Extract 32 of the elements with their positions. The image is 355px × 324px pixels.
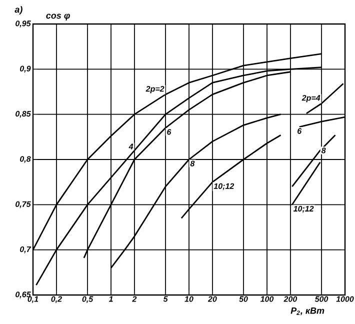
x-tick-label: 500 — [314, 296, 328, 302]
x-tick-label: 1 — [108, 296, 113, 302]
y-tick-label: 0,85 — [16, 110, 31, 118]
x-tick-label: 0,5 — [82, 296, 94, 304]
y-tick-label: 0,9 — [20, 66, 31, 73]
y-tick-label: 0,75 — [16, 201, 31, 208]
x-tick-label: 50 — [239, 296, 248, 302]
x-tick-label: 1000 — [336, 296, 354, 302]
series-label: 6 — [167, 129, 172, 135]
x-tick-label: 10 — [184, 296, 194, 302]
x-tick-label: 200 — [284, 296, 298, 302]
series-label: 2p=4 — [302, 95, 320, 102]
y-tick-label: 0,95 — [16, 20, 31, 28]
x-tick-label: 100 — [260, 296, 274, 302]
series-label: 8 — [321, 148, 326, 154]
series-label: 10;12 — [293, 206, 314, 213]
y-tick-label: 0,8 — [20, 156, 31, 163]
x-tick-label: 20 — [208, 296, 217, 302]
y-tick-label: 0,65 — [16, 292, 31, 298]
x-tick-label: 5 — [163, 296, 168, 302]
x-tick-label: 0,2 — [51, 296, 62, 304]
series-label: 8 — [190, 160, 195, 166]
series-label: 10;12 — [214, 183, 234, 190]
x-axis-title: P$_{2}$, кВт — [290, 308, 324, 316]
x-tick-label: 0,1 — [28, 296, 38, 304]
y-tick-label: 0,7 — [20, 246, 32, 254]
chart-title: а) — [14, 6, 22, 14]
series-label: 6 — [298, 128, 302, 134]
x-tick-label: 2 — [132, 296, 137, 302]
series-label: 4 — [128, 144, 134, 150]
series-label: 2p=2 — [146, 86, 164, 94]
y-axis-title: cos φ — [46, 14, 70, 20]
